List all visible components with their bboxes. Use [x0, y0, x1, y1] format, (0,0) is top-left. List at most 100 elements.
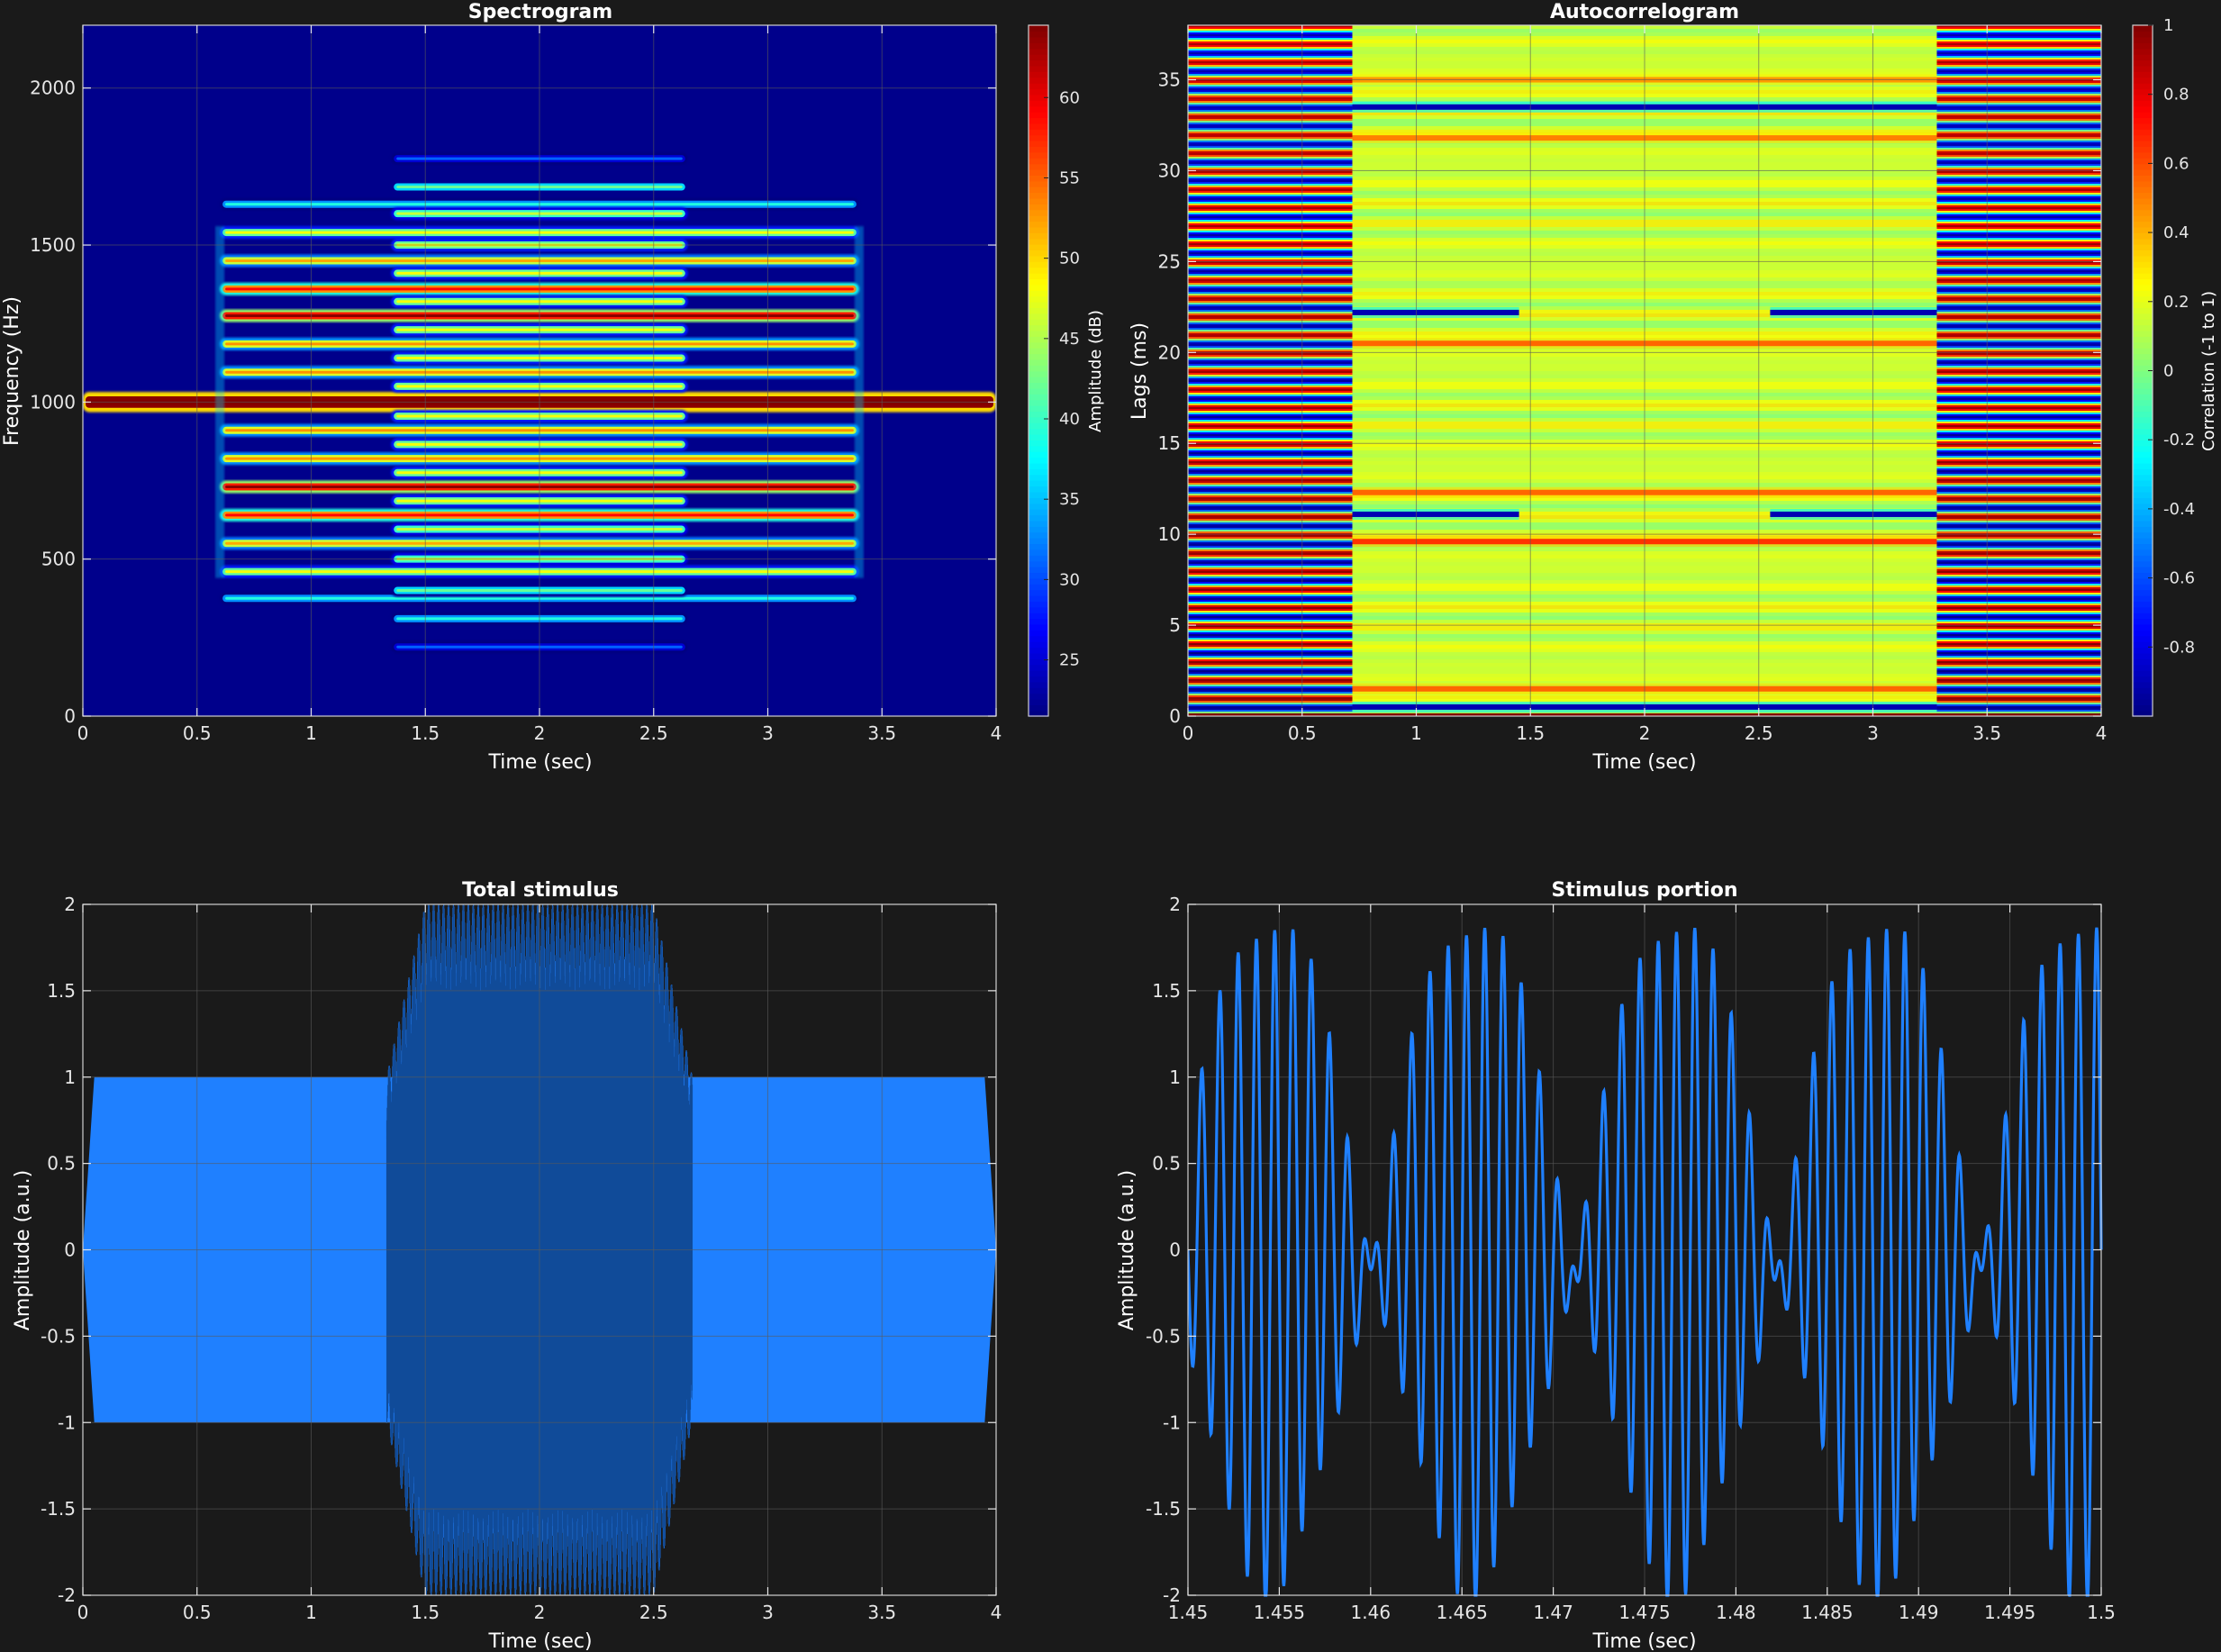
spec-x-tick-label: 1.5: [411, 722, 440, 744]
tot-y-tick-label: -2: [58, 1584, 76, 1606]
por-x-tick-label: 1.47: [1533, 1602, 1573, 1623]
autocorrelogram-xlabel: Time (sec): [1591, 751, 1696, 774]
por-y-tick-label: 0: [1169, 1239, 1181, 1261]
stimulus-portion-title: Stimulus portion: [1552, 879, 1738, 902]
por-y-tick-label: -2: [1163, 1584, 1181, 1606]
acf-y-tick-label: 15: [1158, 432, 1181, 454]
spec-x-tick-label: 0: [77, 722, 89, 744]
por-x-tick-label: 1.49: [1899, 1602, 1939, 1623]
tot-y-tick-label: -1.5: [41, 1498, 76, 1520]
tot-x-tick-label: 2.5: [639, 1602, 668, 1623]
acf-x-tick-label: 2: [1639, 722, 1651, 744]
acf-x-tick-label: 1: [1410, 722, 1422, 744]
tot-x-tick-label: 0.5: [183, 1602, 212, 1623]
por-x-tick-label: 1.455: [1254, 1602, 1305, 1623]
acf-x-tick-label: 3: [1867, 722, 1879, 744]
autocorrelogram-ylabel: Lags (ms): [1129, 322, 1151, 420]
tot-y-tick-label: -1: [58, 1411, 76, 1433]
stimulus-portion-xlabel: Time (sec): [1591, 1630, 1696, 1652]
spectrogram-xlabel: Time (sec): [487, 751, 592, 774]
acf-colorbar-tick-label: 0: [2163, 362, 2173, 381]
por-x-tick-label: 1.485: [1801, 1602, 1853, 1623]
acf-colorbar-tick-label: 0.8: [2163, 86, 2189, 104]
tot-y-tick-label: 1: [64, 1067, 76, 1088]
acf-y-tick-label: 10: [1158, 523, 1181, 545]
spec-x-tick-label: 2.5: [639, 722, 668, 744]
total-stimulus-plot-area: [82, 903, 997, 1596]
spectrogram-colorbar-label: Amplitude (dB): [1086, 310, 1105, 432]
spectrogram-plot-area: [82, 24, 997, 717]
total-stimulus-x-ticks: 0 0.5 1 1.5 2 2.5 3 3.5 4: [77, 904, 1002, 1623]
por-x-tick-label: 1.465: [1437, 1602, 1488, 1623]
acf-colorbar-tick-label: -0.4: [2163, 500, 2195, 519]
tot-x-tick-label: 2: [534, 1602, 546, 1623]
tot-y-tick-label: 0.5: [47, 1153, 76, 1175]
acf-colorbar-tick-label: 0.4: [2163, 223, 2189, 242]
stimulus-portion-panel: Stimulus portion Time (sec) Amplitude (a…: [1116, 879, 2116, 1652]
autocorrelogram-x-ticks: 0 0.5 1 1.5 2 2.5 3 3.5 4: [1183, 25, 2108, 744]
spec-colorbar-tick-label: 25: [1059, 651, 1080, 670]
acf-y-tick-label: 0: [1169, 705, 1181, 727]
spec-colorbar-tick-label: 40: [1059, 410, 1080, 429]
tot-x-tick-label: 3.5: [867, 1602, 896, 1623]
spec-x-tick-label: 2: [534, 722, 546, 744]
spec-y-tick-label: 2000: [30, 77, 76, 99]
spec-y-tick-label: 1500: [30, 234, 76, 256]
autocorrelogram-band: [1352, 508, 1519, 520]
por-y-tick-label: 1: [1169, 1067, 1181, 1088]
acf-y-tick-label: 20: [1158, 341, 1181, 363]
autocorrelogram-band: [1770, 508, 1937, 520]
spec-colorbar-tick-label: 50: [1059, 250, 1080, 268]
acf-y-tick-label: 25: [1158, 250, 1181, 272]
spec-x-tick-label: 0.5: [183, 722, 212, 744]
por-y-tick-label: 2: [1169, 894, 1181, 915]
acf-y-tick-label: 5: [1169, 614, 1181, 636]
tot-y-tick-label: -0.5: [41, 1325, 76, 1347]
spectrogram-x-ticks: 0 0.5 1 1.5 2 2.5 3 3.5 4: [77, 25, 1002, 744]
tot-y-tick-label: 0: [64, 1239, 76, 1261]
por-x-tick-label: 1.5: [2087, 1602, 2116, 1623]
total-stimulus-y-ticks: -2 -1.5 -1 -0.5 0 0.5 1 1.5 2: [41, 894, 996, 1606]
autocorrelogram-band: [1352, 306, 1519, 318]
acf-colorbar-tick-label: 0.6: [2163, 154, 2189, 173]
por-x-tick-label: 1.495: [1984, 1602, 2035, 1623]
autocorrelogram-segment: [1936, 25, 2101, 716]
spec-colorbar-tick-label: 35: [1059, 490, 1080, 509]
stimulus-portion-x-ticks: 1.45 1.455 1.46 1.465 1.47 1.475 1.48 1.485 1.49…: [1168, 904, 2116, 1623]
tot-x-tick-label: 1: [305, 1602, 317, 1623]
acf-colorbar-tick-label: -0.6: [2163, 569, 2195, 588]
por-y-tick-label: -0.5: [1146, 1325, 1181, 1347]
spec-y-tick-label: 500: [41, 549, 76, 570]
stimulus-portion-plot-area: [1187, 903, 2103, 1597]
spectrogram-title: Spectrogram: [468, 1, 612, 23]
autocorrelogram-title: Autocorrelogram: [1550, 1, 1739, 23]
acf-x-tick-label: 0.5: [1288, 722, 1317, 744]
tot-y-tick-label: 1.5: [47, 980, 76, 1002]
autocorrelogram-plot-area: [1187, 24, 2102, 717]
spectrogram-y-ticks: 0 500 1000 1500 2000: [30, 77, 996, 727]
acf-colorbar-tick-label: 1: [2163, 16, 2173, 35]
acf-x-tick-label: 3.5: [1972, 722, 2001, 744]
spectrogram-ylabel: Frequency (Hz): [1, 296, 23, 446]
stimulus-portion-line: [1188, 927, 2103, 1597]
tot-y-tick-label: 2: [64, 894, 76, 915]
acf-colorbar-tick-label: -0.8: [2163, 638, 2195, 657]
spec-colorbar-tick-label: 55: [1059, 168, 1080, 187]
tot-x-tick-label: 0: [77, 1602, 89, 1623]
spec-y-tick-label: 0: [64, 705, 76, 727]
spec-colorbar-tick-label: 45: [1059, 330, 1080, 349]
total-stimulus-title: Total stimulus: [462, 879, 619, 902]
por-x-tick-label: 1.46: [1351, 1602, 1392, 1623]
acf-x-tick-label: 4: [2096, 722, 2108, 744]
spec-x-tick-label: 1: [305, 722, 317, 744]
autocorrelogram-colorbar-label: Correlation (-1 to 1): [2199, 291, 2218, 451]
tot-x-tick-label: 3: [762, 1602, 774, 1623]
spec-x-tick-label: 3.5: [867, 722, 896, 744]
total-stimulus-ylabel: Amplitude (a.u.): [12, 1170, 34, 1330]
spec-x-tick-label: 4: [991, 722, 1002, 744]
por-y-tick-label: 0.5: [1152, 1153, 1181, 1175]
stimulus-portion-y-ticks: -2 -1.5 -1 -0.5 0 0.5 1 1.5 2: [1146, 894, 2101, 1606]
por-x-tick-label: 1.475: [1618, 1602, 1670, 1623]
